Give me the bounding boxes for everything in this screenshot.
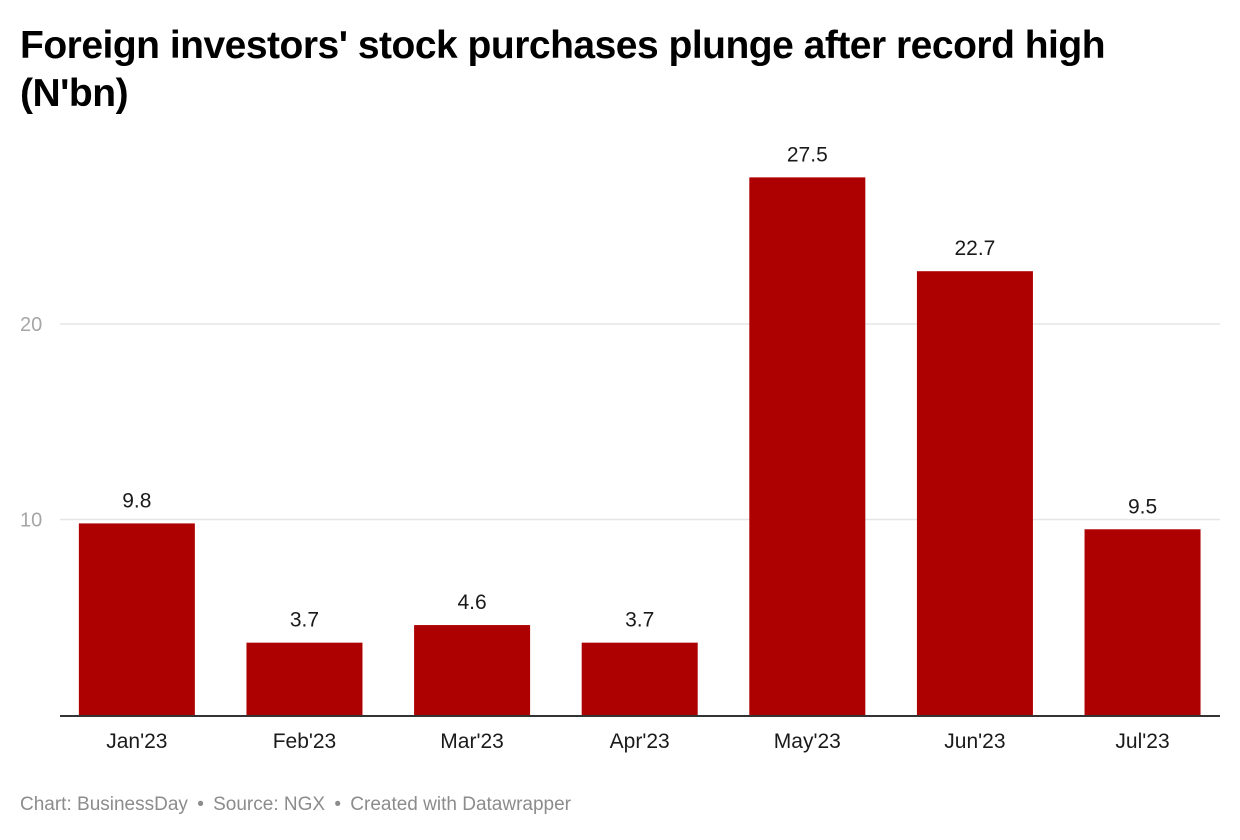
value-labels: 9.8 3.7 4.6 3.7 27.5 22.7 9.5 bbox=[122, 143, 1157, 631]
separator: • bbox=[197, 794, 204, 815]
x-tick-label: Apr'23 bbox=[610, 730, 670, 753]
x-tick-label: Feb'23 bbox=[273, 730, 337, 753]
y-tick-label: 20 bbox=[20, 314, 42, 336]
chart-title: Foreign investors' stock purchases plung… bbox=[20, 24, 1106, 115]
bar bbox=[581, 642, 698, 715]
value-label: 3.7 bbox=[290, 609, 319, 632]
bar bbox=[78, 523, 195, 715]
chart-credit: Chart: BusinessDay bbox=[20, 794, 188, 815]
value-label: 3.7 bbox=[625, 609, 654, 632]
bar bbox=[749, 177, 866, 715]
y-tick-label: 10 bbox=[20, 510, 42, 532]
chart-footer: Chart: BusinessDay • Source: NGX • Creat… bbox=[20, 794, 571, 816]
bar bbox=[1084, 529, 1201, 715]
source-note: Source: NGX bbox=[213, 794, 326, 815]
bar bbox=[414, 625, 531, 715]
bars bbox=[78, 177, 1201, 715]
created-with-note: Created with Datawrapper bbox=[350, 794, 571, 815]
value-label: 4.6 bbox=[457, 591, 486, 614]
bar bbox=[916, 271, 1033, 715]
value-label: 9.8 bbox=[122, 489, 151, 512]
x-tick-label: Jan'23 bbox=[106, 730, 167, 753]
separator: • bbox=[334, 794, 341, 815]
x-tick-label: Jul'23 bbox=[1115, 730, 1169, 753]
bar bbox=[246, 642, 363, 715]
value-label: 9.5 bbox=[1128, 495, 1157, 518]
x-axis: Jan'23 Feb'23 Mar'23 Apr'23 May'23 Jun'23 Jul'… bbox=[60, 715, 1220, 753]
x-tick-label: Mar'23 bbox=[440, 730, 504, 753]
x-tick-label: Jun'23 bbox=[944, 730, 1005, 753]
value-label: 27.5 bbox=[787, 143, 828, 166]
gridlines: 10 20 bbox=[20, 314, 1220, 532]
x-tick-label: May'23 bbox=[774, 730, 841, 753]
value-label: 22.7 bbox=[954, 237, 995, 260]
